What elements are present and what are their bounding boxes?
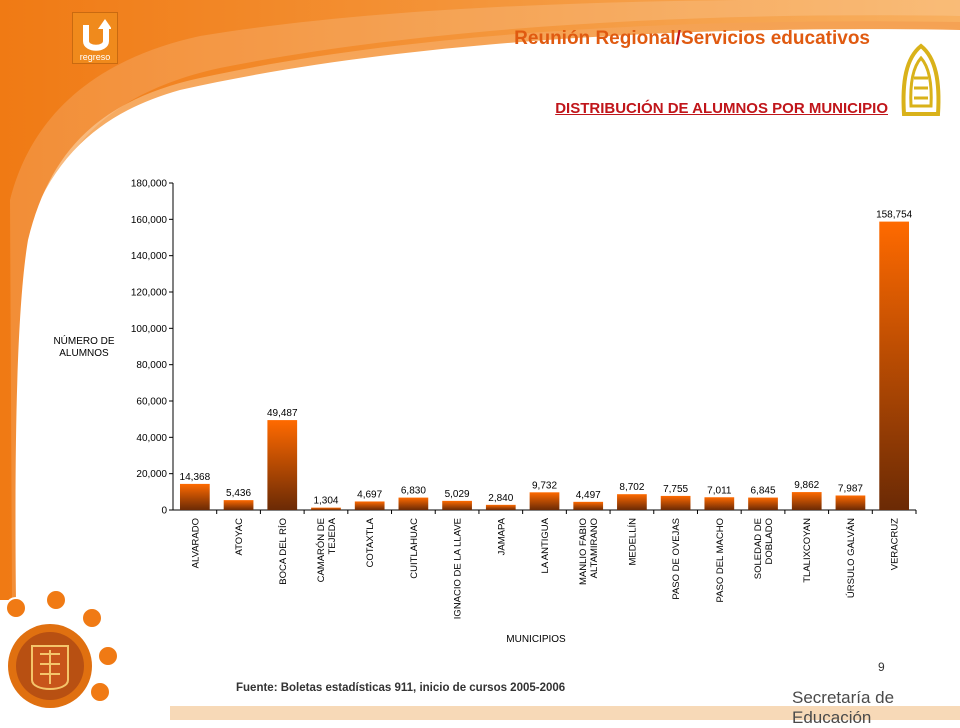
x-tick-label: CAMARÓN DE bbox=[316, 518, 327, 582]
y-tick-label: 160,000 bbox=[131, 215, 168, 226]
data-label: 4,697 bbox=[357, 489, 382, 500]
x-tick-label-group: COTAXTLA bbox=[365, 517, 376, 567]
x-tick-label: TEJEDA bbox=[327, 517, 338, 554]
y-tick-label: 140,000 bbox=[131, 251, 168, 262]
header-title-part1: Reunión Regional bbox=[514, 28, 676, 49]
data-label: 4,497 bbox=[576, 490, 601, 501]
bar bbox=[267, 420, 298, 510]
x-tick-label: ALVARADO bbox=[190, 518, 201, 568]
data-label: 14,368 bbox=[180, 472, 211, 483]
bar bbox=[573, 501, 604, 510]
x-tick-label: VERACRUZ bbox=[890, 518, 901, 570]
x-tick-label: PASO DEL MACHO bbox=[715, 518, 726, 602]
bar bbox=[442, 500, 472, 510]
bar bbox=[704, 497, 735, 510]
y-tick-label: 120,000 bbox=[131, 288, 168, 299]
x-tick-label-group: CUITLAHUAC bbox=[409, 518, 420, 579]
data-label: 9,732 bbox=[532, 480, 557, 491]
bar bbox=[398, 497, 429, 510]
x-tick-label: CUITLAHUAC bbox=[409, 518, 420, 579]
data-label: 49,487 bbox=[267, 408, 298, 419]
bar bbox=[179, 483, 210, 510]
bar bbox=[223, 500, 254, 510]
data-label: 2,840 bbox=[488, 493, 513, 504]
bar bbox=[835, 495, 866, 510]
bar bbox=[311, 507, 341, 510]
y-tick-label: 60,000 bbox=[136, 397, 167, 408]
data-label: 5,029 bbox=[445, 489, 470, 500]
back-button-label: regreso bbox=[79, 52, 111, 62]
x-tick-label-group: BOCA DEL RÍO bbox=[278, 518, 289, 585]
x-tick-label: LA ANTIGUA bbox=[540, 517, 551, 573]
y-tick-label: 100,000 bbox=[131, 324, 168, 335]
x-tick-label-group: ATOYAC bbox=[234, 518, 245, 556]
data-label: 8,702 bbox=[619, 482, 644, 493]
institution-logo bbox=[901, 43, 941, 116]
u-turn-arrow-icon bbox=[83, 19, 111, 51]
x-tick-label-group: CAMARÓN DE TEJEDA bbox=[316, 517, 338, 582]
bar bbox=[879, 221, 910, 510]
data-label: 158,754 bbox=[876, 210, 913, 221]
x-tick-label: ALTAMIRANO bbox=[589, 518, 600, 578]
header-title-separator: / bbox=[675, 28, 681, 49]
bar bbox=[660, 495, 691, 510]
x-tick-label-group: LA ANTIGUA bbox=[540, 517, 551, 573]
data-label: 7,755 bbox=[663, 484, 688, 495]
x-tick-label-group: PASO DEL MACHO bbox=[715, 518, 726, 602]
y-axis-label-line2: ALUMNOS bbox=[59, 348, 109, 359]
x-tick-label: JAMAPA bbox=[496, 517, 507, 555]
data-label: 6,830 bbox=[401, 486, 426, 497]
y-tick-label: 0 bbox=[161, 506, 167, 517]
bar bbox=[748, 497, 778, 510]
x-tick-label: ÚRSULO GALVÁN bbox=[846, 518, 857, 598]
slide-subtitle: DISTRIBUCIÓN DE ALUMNOS POR MUNICIPIO bbox=[555, 100, 888, 117]
x-tick-label: IGNACIO DE LA LLAVE bbox=[453, 518, 464, 619]
x-axis-label: MUNICIPIOS bbox=[506, 634, 566, 645]
header-title-part2: Servicios educativos bbox=[680, 28, 870, 49]
x-tick-label: MANLIO FABIO bbox=[578, 518, 589, 585]
x-tick-label: TLALIXCOYAN bbox=[802, 518, 813, 583]
x-tick-label: SOLEDAD DE bbox=[753, 518, 764, 579]
bar-chart: NÚMERO DE ALUMNOS 0 20,000 40,000 60,000 80,… bbox=[53, 179, 917, 645]
bar bbox=[791, 492, 822, 510]
header-title: Reunión Regional/Servicios educativos bbox=[514, 28, 870, 50]
x-tick-label-group: VERACRUZ bbox=[890, 518, 901, 570]
back-button[interactable]: regreso bbox=[72, 12, 118, 64]
x-tick-label-group: SOLEDAD DE DOBLADO bbox=[753, 518, 775, 579]
x-tick-label-group: JAMAPA bbox=[496, 517, 507, 555]
x-tick-label: DOBLADO bbox=[764, 518, 775, 564]
x-tick-label-group: MANLIO FABIO ALTAMIRANO bbox=[578, 518, 600, 585]
y-tick-label: 180,000 bbox=[131, 179, 168, 190]
x-tick-label-group: TLALIXCOYAN bbox=[802, 518, 813, 583]
x-tick-label: BOCA DEL RÍO bbox=[278, 518, 289, 585]
data-label: 5,436 bbox=[226, 488, 251, 499]
x-tick-label-group: ÚRSULO GALVÁN bbox=[846, 518, 857, 598]
bar bbox=[485, 504, 516, 510]
x-tick-label-group: IGNACIO DE LA LLAVE bbox=[453, 518, 464, 619]
x-tick-label-group: ALVARADO bbox=[190, 518, 201, 568]
x-tick-label-group: MEDELLÍN bbox=[627, 518, 638, 566]
x-tick-label: ATOYAC bbox=[234, 518, 245, 556]
y-tick-label: 80,000 bbox=[136, 360, 167, 371]
y-tick-label: 20,000 bbox=[136, 469, 167, 480]
state-seal-emblem bbox=[5, 589, 119, 708]
source-note: Fuente: Boletas estadísticas 911, inicio… bbox=[236, 682, 566, 694]
bar bbox=[354, 501, 385, 510]
y-axis-label-line1: NÚMERO DE bbox=[53, 334, 114, 347]
data-label: 7,987 bbox=[838, 483, 863, 494]
x-tick-label-group: PASO DE OVEJAS bbox=[671, 518, 682, 600]
y-tick-label: 40,000 bbox=[136, 433, 167, 444]
bar bbox=[529, 492, 560, 510]
page-number: 9 bbox=[878, 660, 885, 674]
x-tick-label: PASO DE OVEJAS bbox=[671, 518, 682, 600]
data-label: 1,304 bbox=[313, 496, 338, 507]
footer-organization: Secretaría de Educación bbox=[792, 688, 895, 727]
bar bbox=[617, 494, 647, 510]
x-tick-label: COTAXTLA bbox=[365, 517, 376, 567]
data-label: 9,862 bbox=[794, 480, 819, 491]
x-tick-label: MEDELLÍN bbox=[627, 518, 638, 566]
data-label: 6,845 bbox=[751, 486, 776, 497]
data-label: 7,011 bbox=[707, 485, 732, 496]
